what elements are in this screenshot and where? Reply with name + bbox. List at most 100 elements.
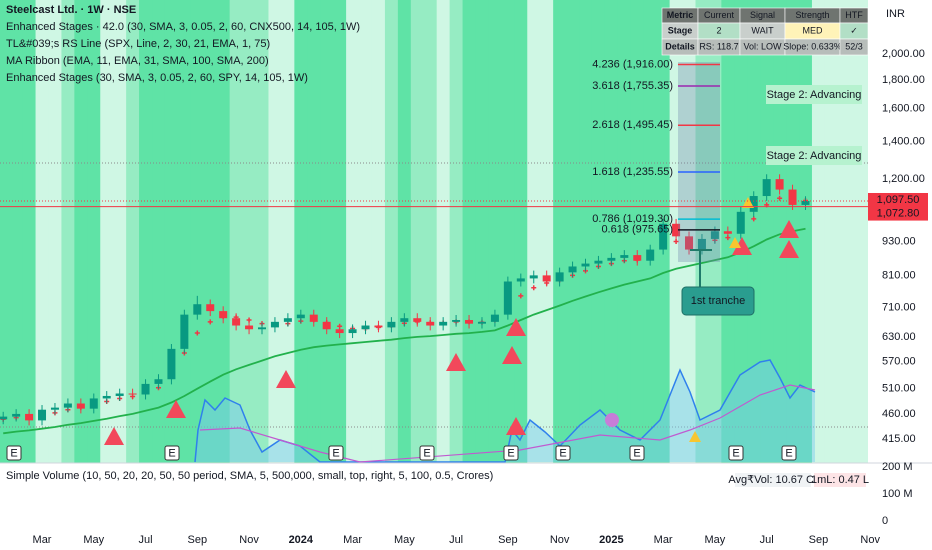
volume-ml-label: 1mL: 0.47 L [811,474,869,486]
earnings-label: E [732,447,739,459]
signal-triangle [689,431,701,442]
signal-triangle [506,318,526,336]
y-tick-label: 510.00 [882,383,916,395]
x-tick-label: Sep [809,534,829,546]
background-band [747,0,761,463]
earnings-label: E [507,447,514,459]
oscillator-signal [199,384,816,463]
candle-body [296,314,305,319]
candle-body [710,231,719,239]
table-header: Strength [795,10,829,20]
background-band [307,0,321,463]
candle-body [426,321,435,326]
background-band [61,0,75,463]
signal-triangle [729,237,741,248]
y-tick-label: 1,600.00 [882,103,925,115]
candle-body [594,260,603,264]
volume-tick-label: 0 [882,515,888,527]
currency-label: INR [886,8,905,20]
candle-body [25,413,34,421]
background-band [410,0,425,463]
candle-body [503,281,512,315]
earnings-marker [419,445,435,461]
candle-body [801,200,810,205]
candle-body [490,314,499,322]
x-tick-label: Jul [449,534,463,546]
x-tick-label: 2024 [289,534,314,546]
oscillator-area [195,360,815,462]
background-band [462,0,477,463]
y-tick-label: 930.00 [882,235,916,247]
candle-body [387,321,396,328]
indicator-label: TL&#039;s RS Line (SPX, Line, 2, 30, 21,… [6,38,270,50]
x-tick-label: Nov [239,534,259,546]
signal-triangle [742,197,754,208]
earnings-marker [629,445,645,461]
background-band [216,0,231,463]
y-tick-label: 810.00 [882,269,916,281]
earnings-label: E [559,447,566,459]
table-value: Stage [668,25,693,35]
background-band [48,0,62,463]
y-tick-label: 1,200.00 [882,173,925,185]
candle-body [361,325,370,330]
x-tick-label: May [705,534,726,546]
candle-body [154,379,163,384]
fib-label: 4.236 (1,916.00) [592,58,673,70]
table-value: 2 [716,25,721,35]
signal-triangle [166,400,186,418]
background-band [359,0,373,463]
fib-label: 0.618 (975.65) [601,224,673,236]
background-band [255,0,269,463]
earnings-label: E [332,447,339,459]
earnings-label: E [168,447,175,459]
background-band [501,0,515,463]
signal-triangle [446,353,466,371]
candle-body [206,304,215,312]
earnings-label: E [785,447,792,459]
table-value: ✓ [850,25,858,35]
price-axis-background [868,0,932,550]
background-band [566,0,580,463]
background-band [850,0,865,463]
background-band [837,0,852,463]
signal-dot [605,413,619,427]
background-band [74,0,88,463]
background-band [203,0,218,463]
background-band [190,0,205,463]
background-band [449,0,464,463]
candle-body [555,272,564,282]
volume-avg-box [735,473,811,487]
background-band [630,0,645,463]
signal-triangle [104,427,124,445]
background-band [527,0,541,463]
stage-label: Stage 2: Advancing [767,89,862,101]
signal-triangle [779,240,799,258]
earnings-marker [555,445,571,461]
candle-body [335,329,344,334]
candle-body [568,266,577,273]
background-band [579,0,593,463]
tranche-box [681,286,755,316]
y-tick-label: 1,400.00 [882,135,925,147]
background-band [514,0,528,463]
candle-body [76,403,85,409]
candle-body [193,304,202,315]
x-tick-label: Sep [498,534,518,546]
candle-body [180,314,189,349]
stage-box [766,85,862,104]
volume-tick-label: 100 M [882,488,913,500]
candle-body [89,398,98,409]
earnings-marker [164,445,180,461]
candle-body [115,393,124,396]
tranche-label: 1st tranche [691,295,745,307]
time-axis-background [0,530,932,550]
background-band [760,0,774,463]
x-tick-label: May [394,534,415,546]
signal-triangle [506,417,526,435]
ma-cross [518,293,524,299]
candle-body [245,325,254,330]
candle-body [736,211,745,234]
candle-body [581,263,590,267]
candle-body [63,403,72,408]
